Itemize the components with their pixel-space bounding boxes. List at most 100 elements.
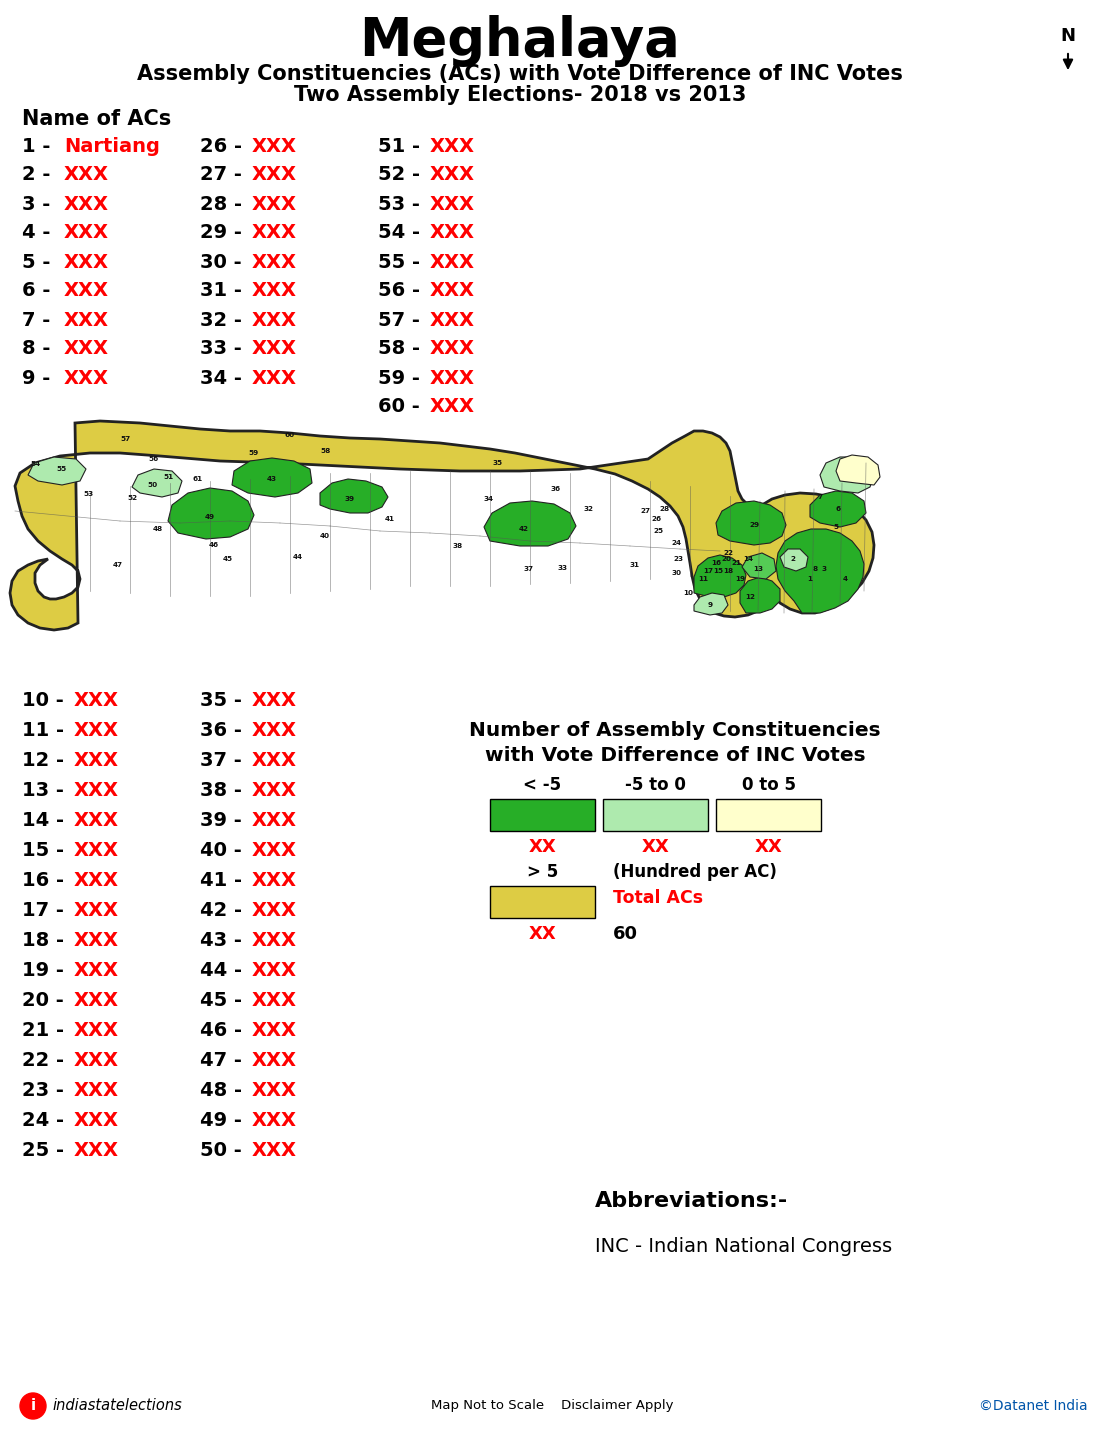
Text: 2 -: 2 -	[22, 166, 57, 184]
Text: XXX: XXX	[430, 137, 475, 156]
Text: 53 -: 53 -	[378, 195, 427, 213]
Text: XXX: XXX	[64, 223, 109, 242]
Text: 0 to 5: 0 to 5	[741, 777, 796, 794]
Text: 38 -: 38 -	[200, 781, 249, 801]
Text: 38: 38	[453, 543, 463, 549]
Text: 23: 23	[673, 556, 683, 562]
Text: 42 -: 42 -	[200, 902, 249, 921]
Text: XXX: XXX	[252, 1141, 297, 1160]
Text: XXX: XXX	[252, 872, 297, 891]
Polygon shape	[741, 553, 776, 579]
Text: < -5: < -5	[524, 777, 561, 794]
Text: Assembly Constituencies (ACs) with Vote Difference of INC Votes: Assembly Constituencies (ACs) with Vote …	[137, 63, 903, 84]
Text: XXX: XXX	[74, 1022, 119, 1040]
Text: 14 -: 14 -	[22, 811, 71, 830]
Text: XXX: XXX	[74, 1111, 119, 1131]
Text: XXX: XXX	[74, 781, 119, 801]
Text: 30: 30	[671, 571, 681, 576]
Text: XXX: XXX	[74, 811, 119, 830]
Text: (Hundred per AC): (Hundred per AC)	[613, 863, 777, 880]
Text: 53: 53	[83, 491, 93, 497]
Text: XXX: XXX	[64, 166, 109, 184]
Text: 52: 52	[127, 496, 137, 501]
Polygon shape	[810, 491, 866, 527]
Text: 60: 60	[613, 925, 638, 942]
Text: 4: 4	[842, 576, 848, 582]
Text: XXX: XXX	[64, 252, 109, 271]
Text: XXX: XXX	[252, 931, 297, 951]
Text: 32 -: 32 -	[200, 310, 249, 330]
Text: XX: XX	[755, 839, 782, 856]
Text: indiastatelections: indiastatelections	[52, 1399, 181, 1414]
Text: 58 -: 58 -	[378, 340, 427, 359]
Text: 33: 33	[557, 565, 567, 571]
Text: 9: 9	[707, 602, 713, 608]
Text: XXX: XXX	[74, 692, 119, 710]
Text: 37: 37	[523, 566, 533, 572]
Text: 20 -: 20 -	[22, 991, 71, 1010]
Polygon shape	[716, 501, 786, 545]
Text: XXX: XXX	[74, 991, 119, 1010]
Bar	[490, 798, 594, 831]
Text: 44 -: 44 -	[200, 961, 249, 980]
Text: XXX: XXX	[74, 1082, 119, 1101]
Text: 22: 22	[723, 550, 733, 556]
Polygon shape	[694, 594, 728, 615]
Text: 60 -: 60 -	[378, 398, 427, 416]
Text: XXX: XXX	[252, 692, 297, 710]
Text: 19: 19	[735, 576, 745, 582]
Text: XXX: XXX	[252, 752, 297, 771]
Text: 55: 55	[56, 465, 67, 473]
Text: 5: 5	[833, 525, 839, 530]
Text: Meghalaya: Meghalaya	[359, 14, 681, 66]
Text: 8: 8	[812, 566, 818, 572]
Text: XXX: XXX	[252, 1022, 297, 1040]
Text: 7 -: 7 -	[22, 310, 57, 330]
Circle shape	[20, 1393, 46, 1419]
Text: 61: 61	[193, 476, 203, 481]
Text: 40: 40	[320, 533, 330, 539]
Text: 13: 13	[753, 566, 762, 572]
Text: -5 to 0: -5 to 0	[625, 777, 686, 794]
Text: XXX: XXX	[430, 166, 475, 184]
Bar	[603, 798, 708, 831]
Text: Nartiang: Nartiang	[64, 137, 160, 156]
Text: Name of ACs: Name of ACs	[22, 110, 171, 130]
Text: 16 -: 16 -	[22, 872, 71, 891]
Text: 60: 60	[285, 432, 295, 438]
Text: N: N	[1061, 27, 1075, 45]
Text: 23 -: 23 -	[22, 1082, 71, 1101]
Text: 20: 20	[720, 556, 732, 562]
Text: 3: 3	[821, 566, 827, 572]
Polygon shape	[28, 457, 86, 486]
Text: XXX: XXX	[74, 931, 119, 951]
Text: XXX: XXX	[64, 369, 109, 388]
Text: 19 -: 19 -	[22, 961, 71, 980]
Text: XXX: XXX	[252, 1111, 297, 1131]
Text: 11: 11	[698, 576, 708, 582]
Text: XXX: XXX	[252, 811, 297, 830]
Text: 10 -: 10 -	[22, 692, 71, 710]
Text: XXX: XXX	[74, 902, 119, 921]
Polygon shape	[740, 576, 780, 612]
Text: 51: 51	[162, 474, 173, 480]
Text: 46: 46	[209, 542, 219, 548]
Text: 25 -: 25 -	[22, 1141, 71, 1160]
Bar	[490, 886, 594, 918]
Text: 13 -: 13 -	[22, 781, 71, 801]
Text: XXX: XXX	[252, 991, 297, 1010]
Text: 43 -: 43 -	[200, 931, 249, 951]
Text: 12: 12	[745, 594, 755, 599]
Text: XXX: XXX	[430, 398, 475, 416]
Text: XXX: XXX	[252, 195, 297, 213]
Text: 26 -: 26 -	[200, 137, 249, 156]
Text: 48 -: 48 -	[200, 1082, 249, 1101]
Text: 31 -: 31 -	[200, 281, 249, 301]
Text: 35: 35	[493, 460, 503, 465]
Polygon shape	[836, 455, 880, 486]
Text: 24 -: 24 -	[22, 1111, 71, 1131]
Text: 24: 24	[671, 540, 681, 546]
Text: XXX: XXX	[64, 281, 109, 301]
Text: 59 -: 59 -	[378, 369, 427, 388]
Text: 15: 15	[713, 568, 723, 574]
